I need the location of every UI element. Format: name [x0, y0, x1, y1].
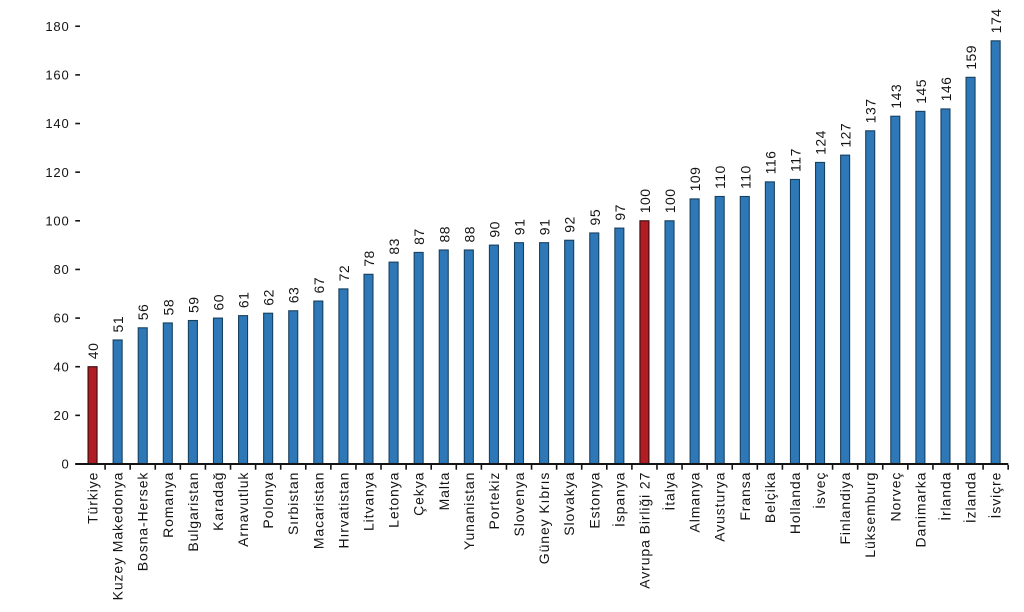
svg-text:140: 140	[45, 116, 69, 131]
svg-text:61: 61	[236, 292, 252, 309]
svg-text:145: 145	[913, 79, 929, 104]
svg-text:60: 60	[53, 311, 69, 326]
svg-text:20: 20	[53, 408, 69, 423]
svg-text:Slovakya: Slovakya	[561, 472, 577, 536]
svg-text:100: 100	[637, 188, 653, 213]
svg-text:180: 180	[45, 19, 69, 34]
svg-text:63: 63	[286, 287, 302, 304]
svg-text:Romanya: Romanya	[160, 472, 176, 538]
svg-text:91: 91	[537, 219, 553, 236]
svg-text:91: 91	[512, 219, 528, 236]
svg-text:58: 58	[160, 299, 176, 316]
svg-text:İtalya: İtalya	[661, 472, 678, 511]
svg-text:110: 110	[737, 165, 753, 189]
svg-text:Litvanya: Litvanya	[360, 472, 376, 531]
svg-text:İsveç: İsveç	[811, 472, 828, 509]
svg-text:Slovenya: Slovenya	[511, 472, 527, 537]
svg-text:Arnavutluk: Arnavutluk	[235, 472, 251, 547]
svg-text:80: 80	[53, 262, 69, 277]
svg-text:90: 90	[486, 221, 502, 238]
svg-text:51: 51	[110, 316, 126, 333]
svg-text:Fransa: Fransa	[737, 472, 753, 521]
svg-text:Polonya: Polonya	[260, 472, 276, 529]
svg-text:Norveç: Norveç	[887, 472, 903, 522]
svg-text:60: 60	[210, 294, 226, 311]
svg-text:78: 78	[361, 250, 377, 267]
svg-text:Karadağ: Karadağ	[210, 472, 226, 531]
svg-text:120: 120	[45, 165, 69, 180]
svg-text:Kuzey Makedonya: Kuzey Makedonya	[110, 472, 126, 601]
svg-text:83: 83	[386, 238, 402, 255]
svg-text:87: 87	[411, 228, 427, 245]
svg-text:Hollanda: Hollanda	[787, 472, 803, 534]
svg-text:0: 0	[61, 457, 69, 472]
svg-text:62: 62	[261, 289, 277, 306]
svg-text:Macaristan: Macaristan	[310, 472, 326, 549]
svg-text:40: 40	[53, 359, 69, 374]
svg-text:Portekiz: Portekiz	[486, 472, 502, 530]
svg-text:159: 159	[963, 45, 979, 70]
svg-text:146: 146	[938, 77, 954, 102]
svg-text:97: 97	[612, 204, 628, 221]
svg-text:İzlanda: İzlanda	[962, 472, 979, 523]
svg-text:Yunanistan: Yunanistan	[461, 472, 477, 550]
svg-text:124: 124	[813, 130, 829, 155]
svg-text:174: 174	[988, 8, 1004, 33]
svg-text:160: 160	[45, 67, 69, 82]
svg-text:İsviçre: İsviçre	[987, 472, 1004, 519]
svg-text:İrlanda: İrlanda	[936, 472, 953, 521]
svg-text:Avusturya: Avusturya	[712, 472, 728, 542]
svg-text:116: 116	[762, 151, 778, 175]
svg-text:88: 88	[436, 226, 452, 243]
svg-text:88: 88	[461, 226, 477, 243]
svg-text:67: 67	[311, 277, 327, 294]
svg-text:95: 95	[587, 209, 603, 226]
svg-text:Finlandiya: Finlandiya	[837, 472, 853, 545]
svg-text:143: 143	[888, 84, 904, 109]
svg-text:59: 59	[185, 296, 201, 313]
svg-text:İspanya: İspanya	[610, 472, 627, 527]
svg-text:Lüksemburg: Lüksemburg	[862, 472, 878, 558]
svg-text:100: 100	[662, 188, 678, 213]
svg-text:72: 72	[336, 265, 352, 282]
svg-text:Hırvatistan: Hırvatistan	[335, 472, 351, 549]
svg-text:Letonya: Letonya	[386, 472, 402, 528]
svg-text:40: 40	[85, 343, 101, 360]
svg-text:Belçika: Belçika	[762, 472, 778, 523]
svg-text:110: 110	[712, 165, 728, 189]
svg-text:Malta: Malta	[436, 472, 452, 511]
svg-text:Bosna-Hersek: Bosna-Hersek	[135, 472, 151, 572]
svg-text:100: 100	[45, 213, 69, 228]
svg-text:Bulgaristan: Bulgaristan	[185, 472, 201, 552]
svg-text:117: 117	[787, 148, 803, 172]
svg-text:Almanya: Almanya	[687, 472, 703, 533]
svg-text:Türkiye: Türkiye	[85, 472, 101, 524]
svg-text:92: 92	[562, 216, 578, 233]
svg-text:109: 109	[687, 167, 703, 192]
svg-text:127: 127	[838, 123, 854, 148]
svg-text:Sırbistan: Sırbistan	[285, 472, 301, 535]
svg-text:137: 137	[863, 98, 879, 123]
svg-text:Güney Kıbrıs: Güney Kıbrıs	[536, 472, 552, 565]
svg-text:Estonya: Estonya	[586, 472, 602, 529]
svg-text:Avrupa Birliği 27: Avrupa Birliği 27	[636, 472, 652, 589]
svg-text:56: 56	[135, 304, 151, 321]
svg-text:Danimarka: Danimarka	[912, 472, 928, 548]
svg-text:Çekya: Çekya	[411, 472, 427, 516]
